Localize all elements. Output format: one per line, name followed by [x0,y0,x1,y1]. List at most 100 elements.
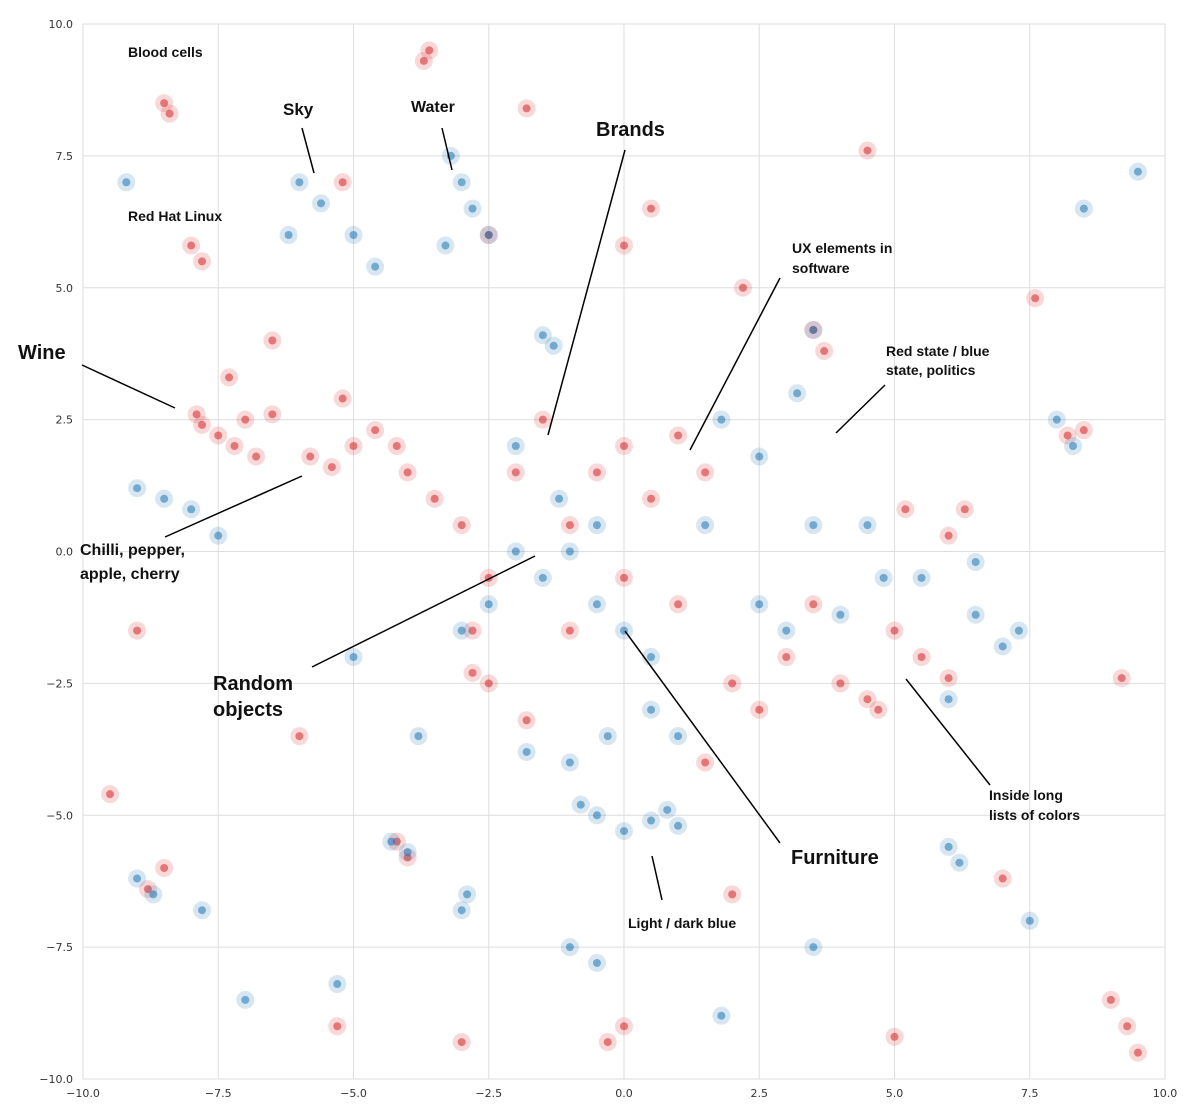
point [252,452,261,461]
annotation: software [792,260,850,276]
point [728,679,737,688]
point [565,521,574,530]
y-tick-label: 2.5 [56,414,74,427]
point [468,626,477,635]
point [836,679,845,688]
point [1123,1022,1132,1031]
point [463,890,472,899]
point [468,668,477,677]
point [782,626,791,635]
point [333,980,342,989]
point [728,890,737,899]
point [576,800,585,809]
point [143,885,152,894]
point [592,521,601,530]
point [457,626,466,635]
point [295,178,304,187]
point [663,805,672,814]
point [284,231,293,239]
point [187,241,196,250]
point [511,547,520,556]
point [133,484,142,493]
leader-line [651,855,663,901]
annotation: Light / dark blue [628,915,736,931]
leader-line [835,384,886,434]
x-tick-label: −2.5 [475,1087,502,1100]
point [317,199,326,208]
point [1014,626,1023,635]
point [944,531,953,540]
point [971,558,980,567]
leader-line [689,277,781,451]
point [484,679,493,688]
annotation: Brands [596,119,665,141]
y-tick-label: −7.5 [46,941,73,954]
point [917,653,926,661]
point [192,410,201,419]
x-tick-label: 10.0 [1153,1087,1178,1100]
point [468,204,477,213]
point [338,178,347,187]
point [603,1038,612,1047]
point [620,827,628,836]
point [701,758,710,767]
x-tick-label: −5.0 [340,1087,367,1100]
point [647,204,656,213]
point [484,600,493,609]
point [349,231,358,239]
point [149,890,158,899]
point [592,468,601,477]
x-tick-label: 0.0 [615,1087,633,1100]
point [338,394,347,403]
leader-line [905,678,991,786]
point [198,906,207,915]
point [268,336,277,345]
point [133,874,142,883]
point [901,505,910,514]
point [755,600,764,609]
point [511,468,520,477]
point [387,837,396,846]
point [333,1022,342,1031]
point [809,943,818,952]
leader-line [164,475,303,538]
point [863,146,872,155]
point [755,705,764,714]
annotation: Red Hat Linux [128,208,222,224]
annotation: Chilli, pepper, [80,542,185,559]
leader-line [81,364,176,409]
point [371,426,380,435]
point [879,573,888,582]
point [863,521,872,530]
point [106,790,115,799]
point [1133,167,1142,176]
point [674,821,683,830]
leader-line [441,127,453,171]
point [1079,426,1088,435]
point [1079,204,1088,213]
annotation: objects [213,699,283,721]
point [960,505,969,514]
y-tick-label: −2.5 [46,677,73,690]
point [755,452,764,461]
point [809,521,818,530]
point [701,521,710,530]
point [549,341,558,350]
point [511,442,520,450]
point [555,494,564,503]
point [592,811,601,820]
point [620,241,628,250]
point [225,373,234,382]
point [647,816,656,825]
point [701,468,710,477]
point [484,231,493,239]
point [820,347,829,356]
point [214,531,223,540]
point [944,674,953,683]
point [349,442,358,450]
point [1025,916,1034,925]
point [165,109,174,118]
point [944,695,953,704]
annotation: Random [213,673,293,695]
